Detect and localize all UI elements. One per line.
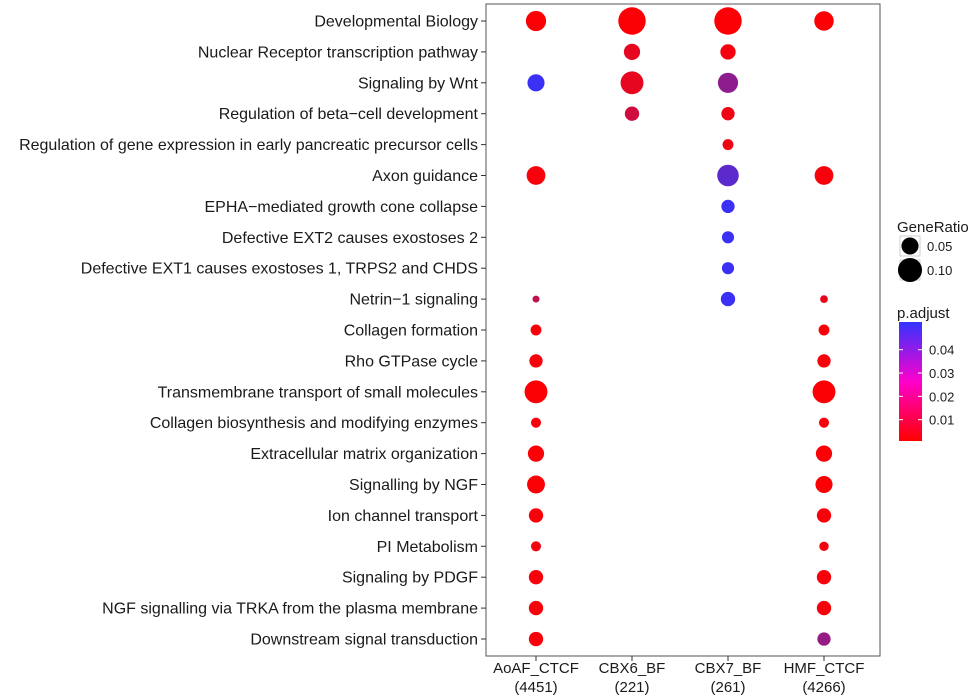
data-point bbox=[814, 11, 834, 31]
data-point bbox=[814, 166, 834, 185]
y-tick-label: Rho GTPase cycle bbox=[345, 353, 478, 370]
x-tick-label: HMF_CTCF bbox=[784, 660, 865, 677]
y-tick-label: EPHA−mediated growth cone collapse bbox=[205, 199, 479, 216]
data-point bbox=[528, 600, 544, 616]
data-point bbox=[532, 295, 540, 303]
data-point bbox=[529, 354, 543, 368]
y-tick-label: Collagen biosynthesis and modifying enzy… bbox=[150, 415, 478, 432]
data-point bbox=[815, 475, 833, 494]
data-point bbox=[620, 71, 644, 95]
y-tick-label: Regulation of beta−cell development bbox=[219, 106, 479, 123]
data-point bbox=[820, 295, 828, 303]
y-tick-label: Signaling by Wnt bbox=[358, 75, 479, 92]
data-point bbox=[624, 106, 640, 121]
data-point bbox=[528, 570, 544, 585]
data-point bbox=[722, 139, 734, 151]
y-tick-label: Axon guidance bbox=[372, 168, 478, 185]
y-tick-label: Downstream signal transduction bbox=[250, 632, 478, 649]
data-point bbox=[527, 74, 545, 92]
y-tick-label: NGF signalling via TRKA from the plasma … bbox=[102, 601, 478, 618]
legend-colorbar-label: 0.02 bbox=[929, 389, 954, 404]
data-point bbox=[817, 632, 831, 646]
data-point bbox=[623, 43, 641, 61]
data-point bbox=[721, 231, 735, 244]
data-point bbox=[717, 72, 739, 93]
data-point bbox=[530, 541, 542, 552]
y-tick-label: Regulation of gene expression in early p… bbox=[19, 137, 478, 154]
legend-size-label: 0.10 bbox=[927, 263, 952, 278]
legend-colorbar bbox=[899, 322, 922, 441]
data-point bbox=[524, 380, 548, 404]
y-tick-label: Defective EXT2 causes exostoses 2 bbox=[222, 230, 478, 247]
data-point bbox=[618, 7, 646, 35]
data-point bbox=[720, 44, 736, 60]
data-point bbox=[528, 508, 544, 523]
y-tick-label: Netrin−1 signaling bbox=[349, 292, 478, 309]
legend-colorbar-label: 0.03 bbox=[929, 366, 954, 381]
data-point bbox=[717, 164, 739, 187]
x-tick-sublabel: (4266) bbox=[802, 679, 845, 696]
data-point bbox=[816, 508, 832, 523]
legend-size-key-dot bbox=[897, 257, 923, 283]
data-point bbox=[530, 417, 542, 428]
data-point bbox=[721, 199, 735, 214]
data-point bbox=[721, 107, 735, 121]
y-tick-label: Nuclear Receptor transcription pathway bbox=[198, 44, 478, 61]
y-tick-label: Transmembrane transport of small molecul… bbox=[158, 384, 478, 401]
data-point bbox=[527, 475, 545, 494]
legend-colorbar-label: 0.01 bbox=[929, 413, 954, 428]
data-point bbox=[721, 262, 735, 275]
legend-generatio-title: GeneRatio bbox=[897, 219, 969, 236]
y-tick-label: Extracellular matrix organization bbox=[250, 446, 478, 463]
data-point bbox=[815, 445, 833, 462]
legend-size-key-dot bbox=[901, 237, 919, 255]
y-tick-label: Defective EXT1 causes exostoses 1, TRPS2… bbox=[81, 261, 478, 278]
x-tick-sublabel: (221) bbox=[614, 679, 649, 696]
x-tick-sublabel: (261) bbox=[710, 679, 745, 696]
x-tick-sublabel: (4451) bbox=[514, 679, 557, 696]
data-point bbox=[526, 166, 546, 185]
y-tick-label: Ion channel transport bbox=[328, 508, 479, 525]
data-point bbox=[818, 417, 830, 428]
data-point bbox=[819, 541, 829, 552]
data-point bbox=[528, 631, 544, 647]
x-tick-label: AoAF_CTCF bbox=[493, 660, 579, 677]
data-point bbox=[530, 324, 542, 336]
data-point bbox=[816, 570, 832, 585]
data-point bbox=[818, 324, 830, 336]
y-tick-label: Signaling by PDGF bbox=[342, 570, 478, 587]
data-point bbox=[527, 445, 545, 462]
data-point bbox=[817, 354, 831, 368]
data-point bbox=[812, 380, 836, 404]
data-point bbox=[720, 291, 736, 307]
y-tick-label: Collagen formation bbox=[344, 323, 478, 340]
data-point bbox=[714, 7, 742, 35]
data-point bbox=[525, 10, 547, 32]
x-tick-label: CBX7_BF bbox=[695, 660, 762, 677]
legend-colorbar-label: 0.04 bbox=[929, 343, 954, 358]
y-tick-label: Developmental Biology bbox=[314, 14, 478, 31]
y-tick-label: PI Metabolism bbox=[377, 539, 478, 556]
y-tick-label: Signalling by NGF bbox=[349, 477, 478, 494]
legend-size-label: 0.05 bbox=[927, 239, 952, 254]
legend-padjust-title: p.adjust bbox=[897, 305, 950, 322]
x-tick-label: CBX6_BF bbox=[599, 660, 666, 677]
data-point bbox=[816, 600, 832, 616]
